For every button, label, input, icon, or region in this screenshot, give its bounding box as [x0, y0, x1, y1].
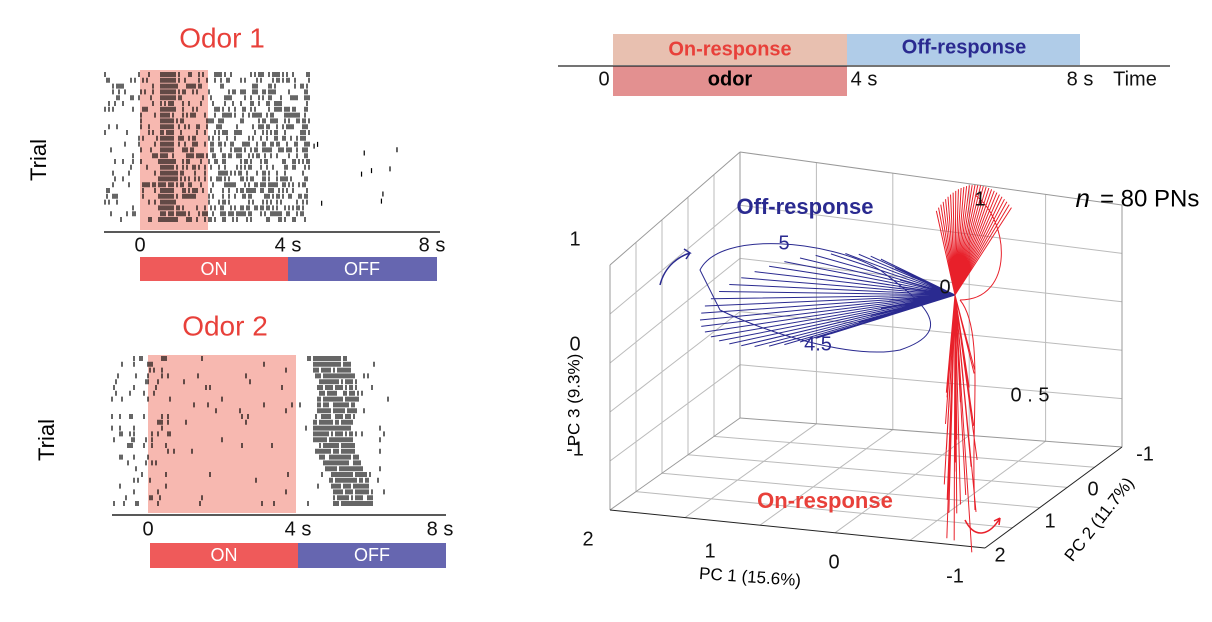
panel-title: Odor 2 — [182, 310, 268, 341]
box-line — [609, 311, 741, 413]
box-line — [713, 435, 1095, 468]
off-label: Off-response — [737, 194, 874, 219]
box-line — [739, 417, 1123, 448]
bar-label: ON — [201, 259, 228, 279]
x-tick-label: 0 — [134, 234, 145, 256]
y-label: Trial — [34, 419, 59, 461]
odor-box — [613, 66, 847, 96]
box-3d — [609, 151, 1123, 549]
y-label: PC 2 (11.7%) — [1061, 474, 1138, 565]
on-bar — [150, 543, 298, 568]
tick-label: 4 s — [851, 68, 878, 90]
tick-label: 0 — [598, 68, 609, 90]
off-trajectory — [699, 243, 956, 353]
on-bar — [140, 257, 288, 281]
odor-label: odor — [708, 68, 753, 90]
n-symbol: n — [1076, 183, 1090, 213]
on-box — [613, 34, 847, 65]
time-label: 1 — [974, 188, 985, 210]
off-bar — [288, 257, 437, 281]
time-label: 0 . 5 — [1011, 384, 1050, 406]
box-line — [609, 151, 741, 266]
x-tick-label: 1 — [704, 540, 715, 562]
x-tick-label: 8 s — [419, 234, 446, 256]
off-label: Off-response — [902, 36, 1026, 58]
box-line — [739, 311, 1123, 351]
bar-label: OFF — [344, 259, 380, 279]
y-tick-label: 1 — [1044, 510, 1055, 532]
odor-shade — [148, 355, 296, 513]
box-line — [984, 446, 1123, 549]
off-bar — [298, 543, 446, 568]
x-tick-label: 4 s — [275, 234, 302, 256]
box-line — [739, 204, 1123, 254]
x-tick-label: 0 — [828, 551, 839, 573]
panel-title: Odor 1 — [179, 22, 265, 53]
z-label: PC 3 (9.3%) — [564, 354, 583, 447]
box-line — [687, 454, 1068, 488]
on-trajectory — [935, 184, 1012, 553]
time-label: 0 — [939, 276, 950, 298]
x-tick-label: 0 — [142, 518, 153, 540]
box-line — [635, 491, 1013, 529]
spikes — [104, 72, 398, 222]
x-tick-label: 4 s — [285, 518, 312, 540]
box-line — [609, 509, 986, 549]
pca-plot: n = 80 PNs Off-response On-response PC 1… — [564, 151, 1199, 590]
box-line — [834, 434, 970, 534]
x-label: PC 1 (15.6%) — [699, 564, 802, 590]
y-tick-label: 0 — [1087, 478, 1098, 500]
time-label: 5 — [778, 232, 789, 254]
x-tick-label: 8 s — [427, 518, 454, 540]
box-line — [739, 364, 1123, 400]
box-line — [909, 440, 1046, 541]
axis-label: Time — [1113, 68, 1157, 90]
timeline: On-response Off-response odor 0 4 s 8 s … — [558, 34, 1170, 96]
box-line — [609, 417, 741, 511]
z-tick-label: 0 — [569, 333, 580, 355]
box-line — [684, 423, 817, 519]
spikes — [111, 356, 389, 506]
box-line — [609, 258, 741, 364]
box-line — [759, 429, 894, 526]
bar-label: ON — [211, 545, 238, 565]
arrow — [964, 517, 1001, 534]
box-line — [661, 472, 1040, 509]
off-box — [847, 34, 1080, 65]
z-tick-label: 1 — [569, 228, 580, 250]
raster-panel: Odor 2 Trial 0 4 s 8 s ON OFF — [34, 310, 454, 568]
time-label: 4.5 — [804, 333, 832, 355]
box-line — [739, 151, 1123, 206]
on-label: On-response — [668, 38, 791, 60]
raster-panel: Odor 1 Trial 0 4 s 8 s ON OFF — [26, 22, 446, 281]
arrow — [659, 248, 692, 286]
y-tick-label: -1 — [1136, 443, 1154, 465]
y-tick-label: 2 — [994, 544, 1005, 566]
on-label: On-response — [757, 488, 893, 513]
odor-shade — [140, 70, 208, 230]
bar-label: OFF — [354, 545, 390, 565]
tick-label: 8 s — [1067, 68, 1094, 90]
box-line — [609, 204, 741, 315]
x-tick-label: -1 — [946, 565, 964, 587]
n-text: = 80 PNs — [1100, 185, 1199, 212]
trajectories — [659, 184, 1012, 553]
y-label: Trial — [26, 139, 51, 181]
x-tick-label: 2 — [582, 528, 593, 550]
z-tick-label: -1 — [566, 438, 584, 460]
box-line — [609, 364, 741, 462]
